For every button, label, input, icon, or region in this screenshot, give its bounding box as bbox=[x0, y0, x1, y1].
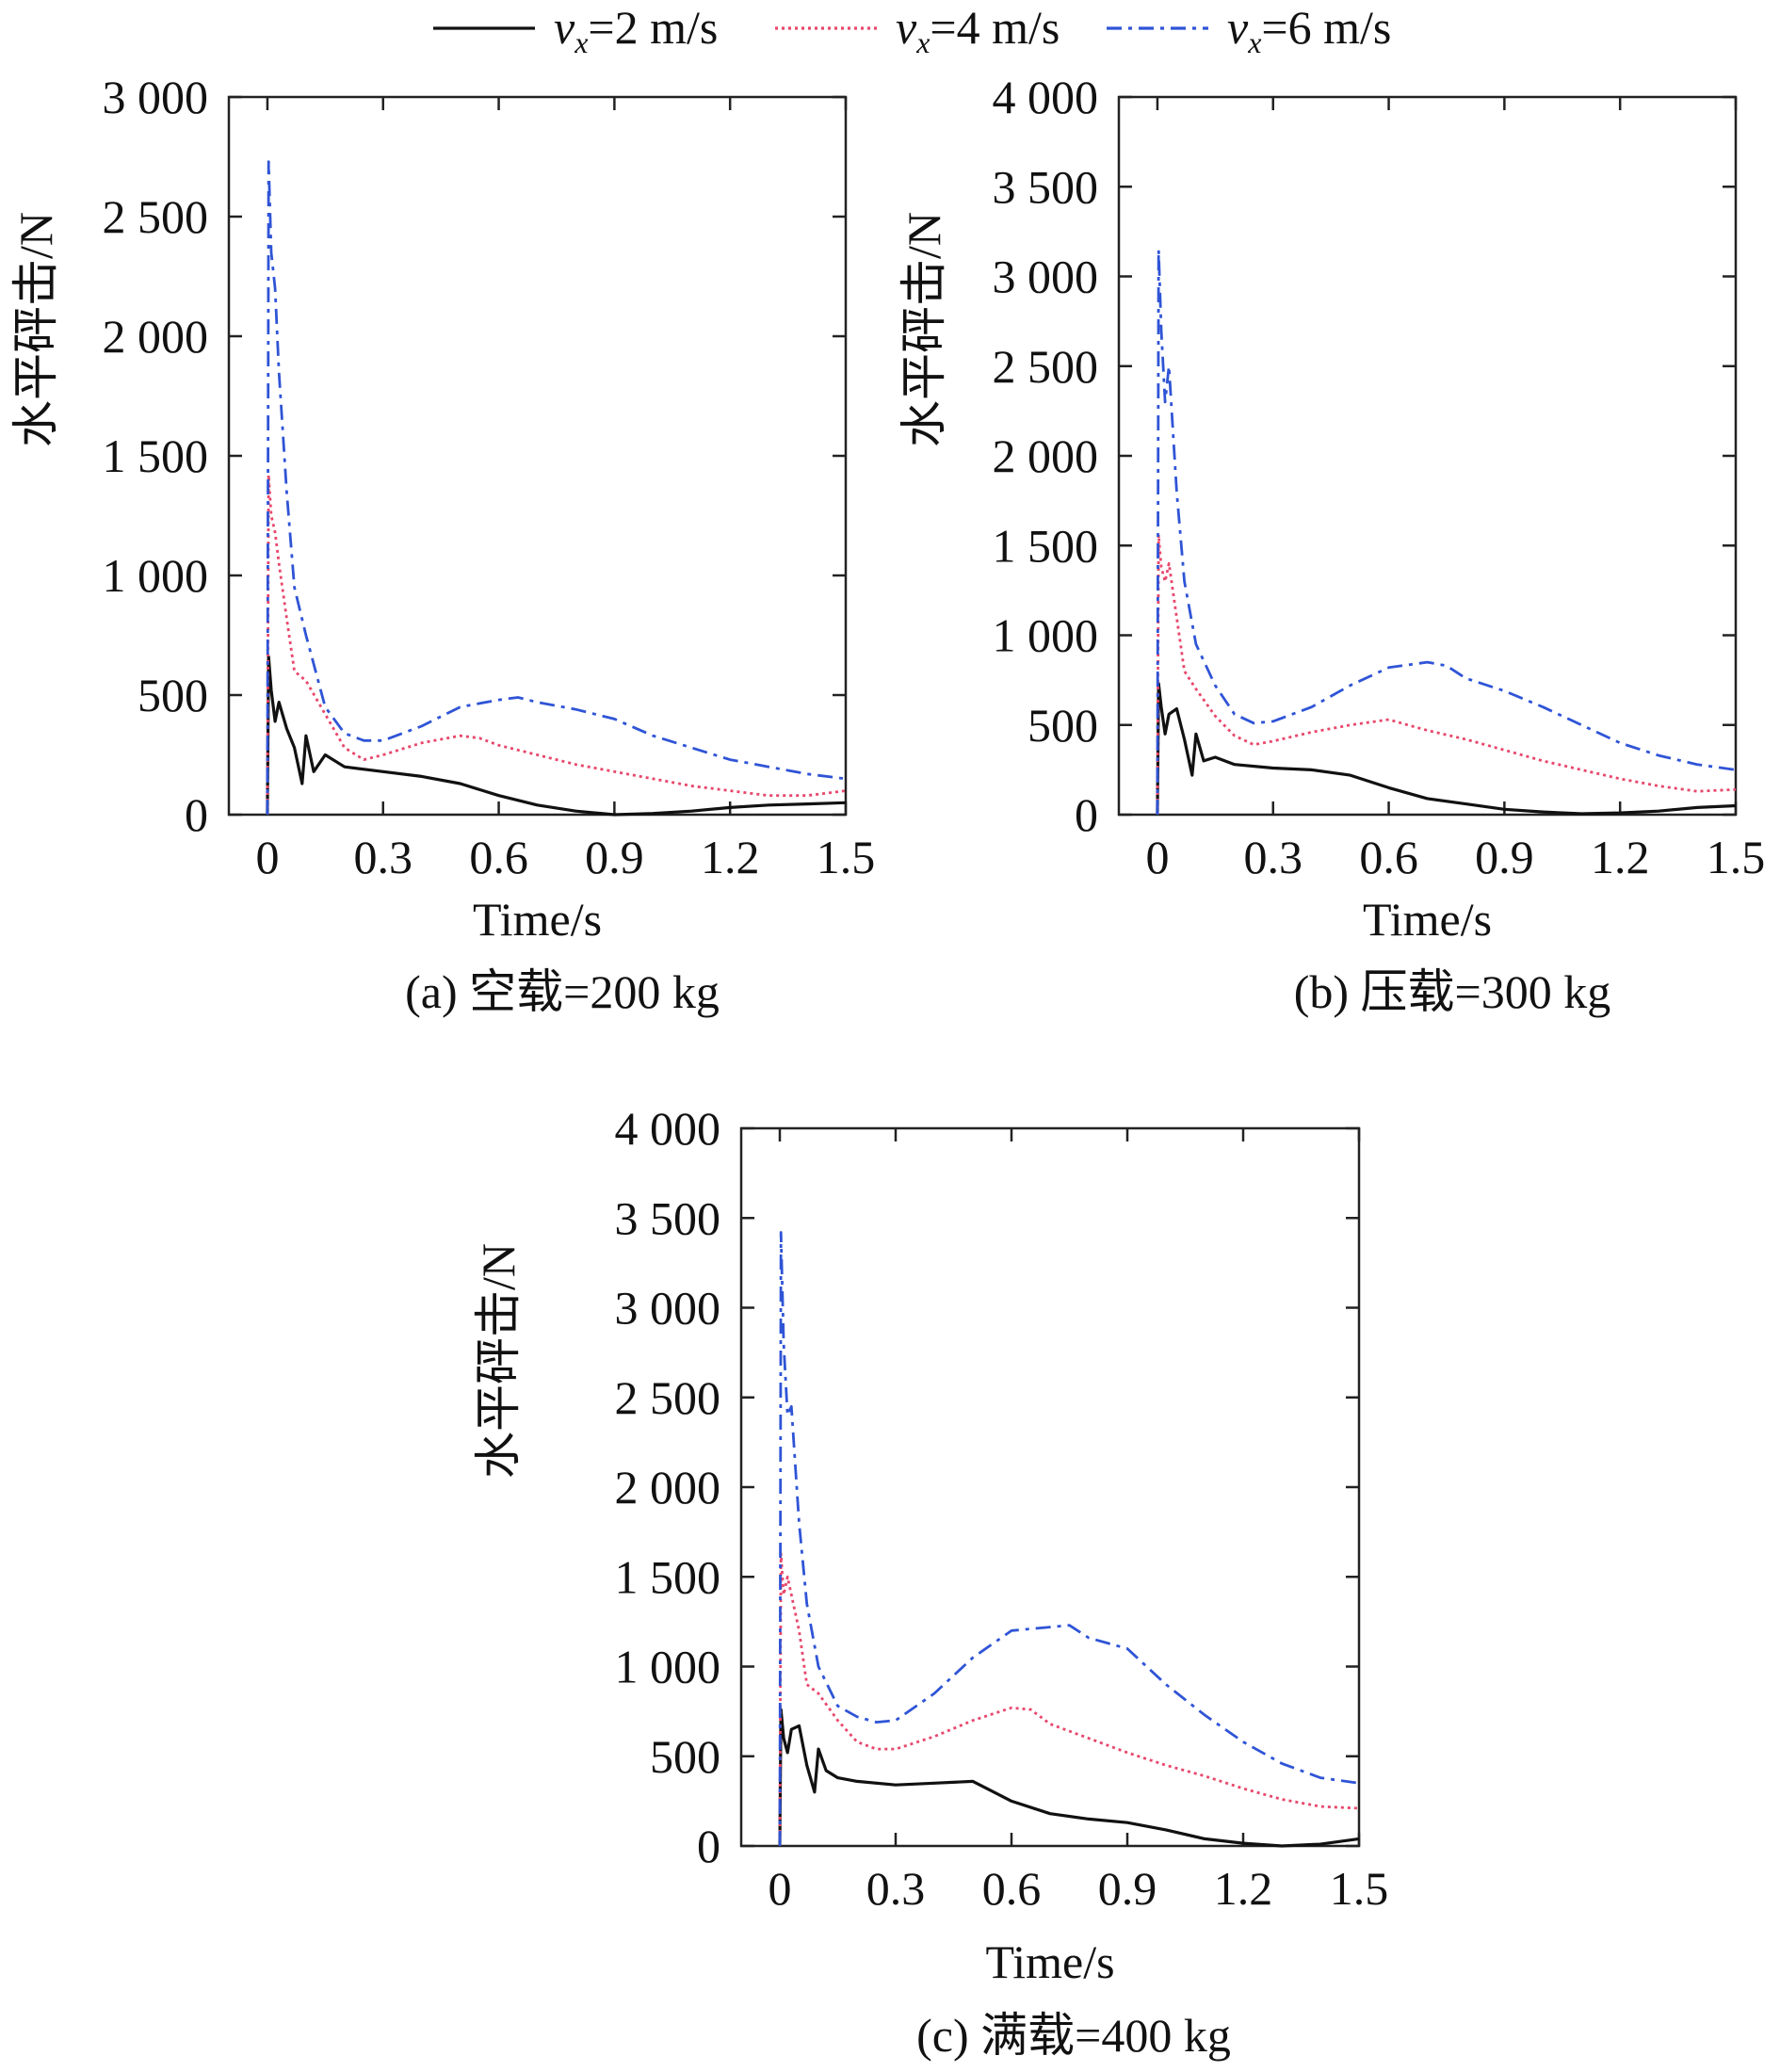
legend-label-1: vx=2 m/s bbox=[554, 1, 718, 59]
series-line-2 bbox=[1156, 533, 1737, 816]
x-tick-label: 0 bbox=[1145, 831, 1169, 883]
y-tick-label: 1 000 bbox=[103, 549, 209, 602]
x-tick-label: 1.5 bbox=[1330, 1862, 1389, 1915]
y-tick-label: 2 500 bbox=[993, 340, 1099, 393]
x-tick-label: 0 bbox=[769, 1862, 792, 1915]
y-tick-label: 2 500 bbox=[103, 190, 209, 243]
legend-variable: v bbox=[554, 1, 575, 54]
y-tick-label: 2 500 bbox=[615, 1371, 721, 1424]
x-tick-label: 0.3 bbox=[354, 831, 413, 883]
y-tick-label: 500 bbox=[138, 669, 208, 721]
y-tick-label: 4 000 bbox=[615, 1102, 721, 1155]
chart-panel-b: 0 500 1 000 1 500 2 000 2 500 3 000 3 500 4 000 0… bbox=[898, 71, 1765, 1018]
y-axis-title: 水平砰击/N bbox=[9, 212, 62, 447]
series-line-2 bbox=[778, 1552, 1360, 1847]
legend-subscript: x bbox=[915, 25, 930, 59]
x-tick-label: 0.3 bbox=[866, 1862, 926, 1915]
x-tick-label: 0.9 bbox=[585, 831, 644, 883]
legend-subscript: x bbox=[574, 25, 588, 59]
legend-variable: v bbox=[896, 1, 917, 54]
panel-caption: (a) 空载=200 kg bbox=[405, 965, 720, 1018]
y-tick-label: 500 bbox=[650, 1730, 720, 1783]
x-tick-label: 0.3 bbox=[1244, 831, 1303, 883]
x-tick-label: 1.5 bbox=[1707, 831, 1766, 883]
x-axis-title: Time/s bbox=[985, 1935, 1114, 1988]
y-tick-label: 1 000 bbox=[615, 1641, 721, 1693]
y-tick-label: 3 000 bbox=[993, 251, 1099, 303]
y-tick-label: 2 000 bbox=[103, 310, 209, 363]
x-tick-label: 0 bbox=[255, 831, 279, 883]
x-axis-title: Time/s bbox=[473, 893, 602, 946]
y-tick-label: 500 bbox=[1028, 699, 1098, 752]
series-line-3 bbox=[778, 1231, 1360, 1847]
legend-value: =2 m/s bbox=[588, 1, 718, 54]
plot-frame bbox=[227, 95, 848, 817]
legend-subscript: x bbox=[1247, 25, 1261, 59]
legend-label-3: vx=6 m/s bbox=[1227, 1, 1391, 59]
y-tick-label: 4 000 bbox=[993, 71, 1099, 123]
x-axis-title: Time/s bbox=[1363, 893, 1492, 946]
chart-panel-c: 0 500 1 000 1 500 2 000 2 500 3 000 3 500 4 000 0… bbox=[472, 1102, 1388, 2062]
legend: vx=2 m/s vx=4 m/s vx=6 m/s bbox=[433, 1, 1391, 59]
y-tick-label: 0 bbox=[1075, 788, 1098, 841]
y-tick-label: 3 000 bbox=[103, 71, 209, 123]
y-tick-label: 3 500 bbox=[993, 160, 1099, 213]
y-axis-title: 水平砰击/N bbox=[898, 212, 950, 447]
panel-caption: (b) 压载=300 kg bbox=[1294, 965, 1611, 1018]
x-tick-label: 0.6 bbox=[982, 1862, 1042, 1915]
x-tick-label: 1.5 bbox=[817, 831, 876, 883]
plot-frame bbox=[1117, 95, 1738, 817]
y-tick-label: 1 500 bbox=[615, 1550, 721, 1603]
y-tick-label: 0 bbox=[185, 788, 208, 841]
series-line-2 bbox=[266, 473, 847, 816]
x-tick-label: 0.9 bbox=[1098, 1862, 1157, 1915]
y-tick-label: 1 500 bbox=[103, 429, 209, 482]
y-axis-title: 水平砰击/N bbox=[472, 1243, 525, 1479]
y-tick-label: 2 000 bbox=[615, 1461, 721, 1514]
x-tick-label: 1.2 bbox=[1591, 831, 1650, 883]
x-tick-label: 1.2 bbox=[701, 831, 760, 883]
x-tick-label: 0.6 bbox=[1359, 831, 1418, 883]
series-line-3 bbox=[266, 160, 847, 816]
y-tick-label: 1 000 bbox=[993, 609, 1099, 662]
series-line-1 bbox=[778, 1708, 1360, 1848]
y-tick-label: 3 500 bbox=[615, 1191, 721, 1244]
y-tick-label: 3 000 bbox=[615, 1282, 721, 1335]
y-tick-label: 1 500 bbox=[993, 519, 1099, 572]
x-tick-label: 1.2 bbox=[1214, 1862, 1273, 1915]
legend-value: =4 m/s bbox=[930, 1, 1060, 54]
plot-frame bbox=[739, 1126, 1361, 1848]
y-tick-label: 2 000 bbox=[993, 429, 1099, 482]
x-tick-label: 0.9 bbox=[1475, 831, 1534, 883]
series-line-3 bbox=[1156, 248, 1737, 816]
x-tick-label: 0.6 bbox=[469, 831, 528, 883]
legend-value: =6 m/s bbox=[1261, 1, 1391, 54]
chart-panel-a: 0 500 1 000 1 500 2 000 2 500 3 000 0 0.3 0.6 0.9 1… bbox=[9, 71, 875, 1018]
series-line-1 bbox=[266, 655, 847, 817]
y-tick-label: 0 bbox=[697, 1820, 720, 1872]
series-line-1 bbox=[1156, 682, 1737, 816]
legend-variable: v bbox=[1227, 1, 1249, 54]
panel-caption: (c) 满载=400 kg bbox=[916, 2009, 1231, 2062]
legend-label-2: vx=4 m/s bbox=[896, 1, 1060, 59]
